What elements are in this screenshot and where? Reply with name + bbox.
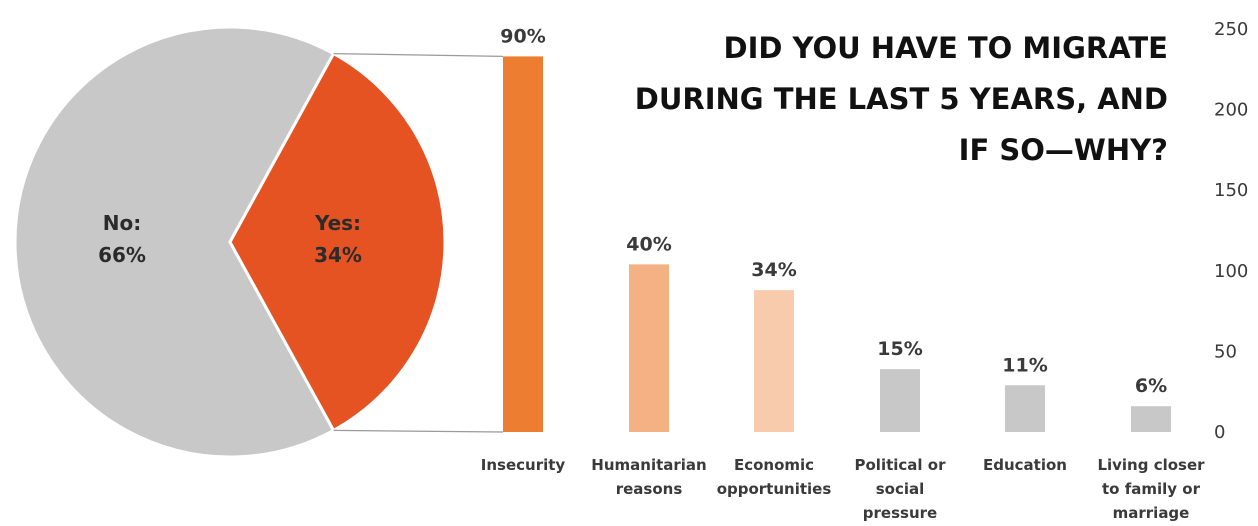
- pie-slice-yes: [228, 51, 447, 433]
- pie-label-yes: Yes: 34%: [314, 211, 362, 267]
- category-label: Insecurity: [481, 456, 566, 474]
- pie-label-no: No: 66%: [98, 211, 146, 267]
- bar: [1005, 385, 1045, 432]
- pie-chart: No: 66% Yes: 34%: [13, 25, 447, 459]
- bar-value-label: 40%: [626, 233, 671, 255]
- y-tick-label: 200: [1214, 100, 1248, 121]
- category-label: Political or social pressure: [855, 456, 947, 522]
- bar-value-label: 6%: [1135, 375, 1167, 397]
- bar: [503, 56, 543, 433]
- bar-value-label: 34%: [751, 259, 796, 281]
- y-axis: 0 50 100 150 200 250: [1214, 19, 1248, 443]
- chart-title-text: DID YOU HAVE TO MIGRATE DURING THE LAST 5…: [635, 31, 1168, 167]
- category-label: Living closer to family or marriage: [1097, 456, 1205, 522]
- connector-lines: [333, 52, 504, 433]
- y-tick-label: 0: [1214, 422, 1225, 443]
- bar: [754, 290, 794, 432]
- y-tick-label: 250: [1214, 19, 1248, 40]
- y-tick-label: 150: [1214, 180, 1248, 201]
- y-tick-label: 100: [1214, 261, 1248, 282]
- bar: [629, 264, 669, 432]
- category-label: Humanitarian reasons: [591, 456, 706, 498]
- connector-line-top: [333, 52, 504, 58]
- bar-value-label: 90%: [500, 25, 545, 47]
- bar-chart: 90% Insecurity 40% Humanitarian reasons 34% Ec…: [481, 25, 1205, 522]
- category-label: Education: [983, 456, 1067, 474]
- y-tick-label: 50: [1214, 341, 1237, 362]
- pie-slice-no: [13, 25, 336, 459]
- category-label: Economic opportunities: [717, 456, 832, 498]
- chart-title: DID YOU HAVE TO MIGRATE DURING THE LAST 5…: [635, 31, 1168, 167]
- bar-value-label: 11%: [1002, 354, 1047, 376]
- bar-value-label: 15%: [877, 338, 922, 360]
- connector-line-bottom: [333, 429, 504, 433]
- bar: [1131, 406, 1171, 432]
- bar: [880, 369, 920, 432]
